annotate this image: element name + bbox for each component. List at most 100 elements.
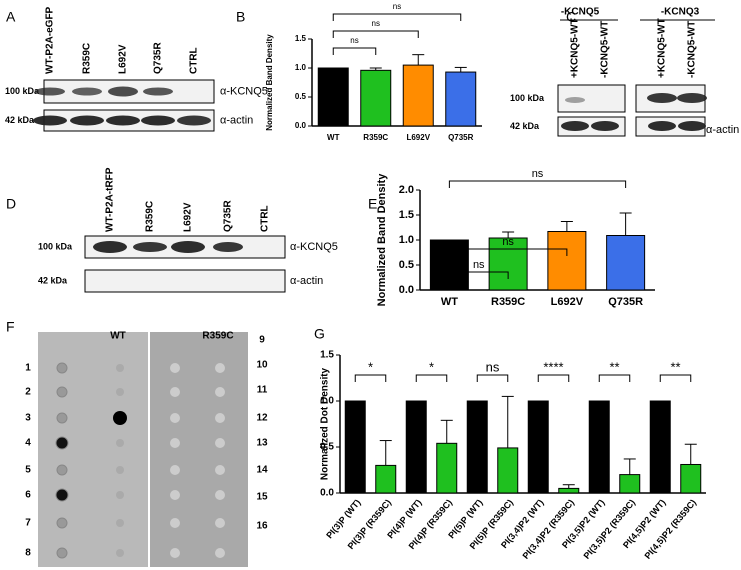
- row-number: 11: [257, 385, 268, 396]
- membrane: [38, 332, 148, 567]
- bar: [619, 474, 641, 494]
- x-tick-label: L692V: [551, 296, 584, 308]
- significance-label: **: [609, 359, 619, 374]
- bar: [527, 400, 549, 494]
- lane-label: R359C: [82, 43, 93, 74]
- bar: [375, 464, 397, 494]
- dot: [113, 411, 127, 425]
- significance-bracket: [448, 271, 509, 279]
- y-tick-label: 1.0: [320, 396, 334, 407]
- band: [35, 87, 65, 96]
- lane-label: +KCNQ5-WT: [657, 18, 668, 78]
- band: [177, 115, 211, 126]
- significance-label: ns: [486, 359, 500, 374]
- significance-bracket: [332, 47, 377, 55]
- antibody-label: α-actin: [220, 114, 253, 126]
- significance-bracket: [354, 374, 387, 382]
- panel-label: F: [6, 319, 15, 335]
- row-number: 15: [256, 492, 268, 503]
- dot: [170, 363, 180, 373]
- dot: [170, 387, 180, 397]
- significance-label: **: [670, 359, 680, 374]
- bar: [606, 235, 646, 291]
- lane-label: WT-P2A-eGFP: [45, 6, 56, 74]
- lane-label: Q735R: [153, 42, 164, 74]
- significance-bracket: [448, 248, 568, 256]
- antibody-label: α-actin: [706, 124, 739, 136]
- significance-bracket: [598, 374, 631, 382]
- y-tick-label: 0.5: [399, 259, 414, 271]
- row-number: 4: [25, 438, 31, 449]
- panel-label: B: [236, 9, 245, 25]
- bar: [317, 67, 349, 127]
- dot: [116, 549, 124, 557]
- band: [678, 121, 706, 131]
- dot: [116, 388, 124, 396]
- dot: [56, 547, 68, 559]
- band: [93, 241, 127, 253]
- row-number: 14: [256, 465, 268, 476]
- lane-label: CTRL: [260, 205, 271, 232]
- significance-bracket: [415, 374, 448, 382]
- bar: [497, 447, 519, 494]
- group-label: -KCNQ5: [561, 7, 600, 18]
- significance-label: ****: [543, 359, 563, 374]
- size-label: 42 kDa: [510, 121, 540, 131]
- bar: [445, 71, 477, 127]
- bar: [680, 463, 702, 494]
- bar: [649, 400, 671, 494]
- bar: [558, 487, 580, 494]
- panel-label: A: [6, 9, 16, 25]
- x-tick-label: Q735R: [608, 296, 643, 308]
- bar: [429, 239, 469, 291]
- x-tick-label: R359C: [363, 133, 388, 142]
- dot: [215, 548, 225, 558]
- dot: [170, 438, 180, 448]
- row-number: 8: [25, 548, 31, 559]
- lane-label: CTRL: [189, 47, 200, 74]
- dot: [56, 412, 68, 424]
- dot: [56, 386, 68, 398]
- y-tick-label: 0.5: [295, 92, 307, 101]
- bar: [547, 231, 587, 291]
- antibody-label: α-KCNQ5: [220, 85, 268, 97]
- row-number: 1: [25, 363, 31, 374]
- dot: [215, 465, 225, 475]
- significance-label: ns: [372, 19, 380, 28]
- x-tick-label: Q735R: [448, 133, 474, 142]
- band: [648, 121, 676, 131]
- band: [70, 115, 104, 126]
- row-number: 7: [25, 518, 31, 529]
- group-label: R359C: [202, 331, 233, 342]
- size-label: 100 kDa: [5, 86, 40, 96]
- y-tick-label: 0.5: [320, 442, 334, 453]
- dot: [215, 490, 225, 500]
- band: [565, 97, 585, 103]
- y-tick-label: 1.0: [399, 234, 414, 246]
- row-number: 12: [256, 413, 268, 424]
- panel-label: D: [6, 196, 16, 212]
- blot-strip: [84, 269, 286, 293]
- band: [213, 242, 243, 252]
- y-tick-label: 1.0: [295, 63, 307, 72]
- dot: [56, 464, 68, 476]
- dot: [215, 518, 225, 528]
- bar: [588, 400, 610, 494]
- bar: [402, 64, 434, 127]
- band: [141, 115, 175, 126]
- significance-label: ns: [532, 168, 544, 180]
- y-tick-label: 0.0: [295, 121, 307, 130]
- dot: [55, 436, 69, 450]
- significance-label: ns: [473, 259, 485, 271]
- significance-bracket: [476, 374, 509, 382]
- panel-label: C: [566, 9, 576, 25]
- y-tick-label: 0.0: [399, 284, 414, 296]
- dot: [116, 466, 124, 474]
- lane-label: WT-P2A-tRFP: [105, 167, 116, 232]
- group-label: WT: [110, 331, 126, 342]
- bar: [466, 400, 488, 494]
- x-tick-label: R359C: [491, 296, 525, 308]
- dot: [170, 518, 180, 528]
- band: [106, 115, 140, 126]
